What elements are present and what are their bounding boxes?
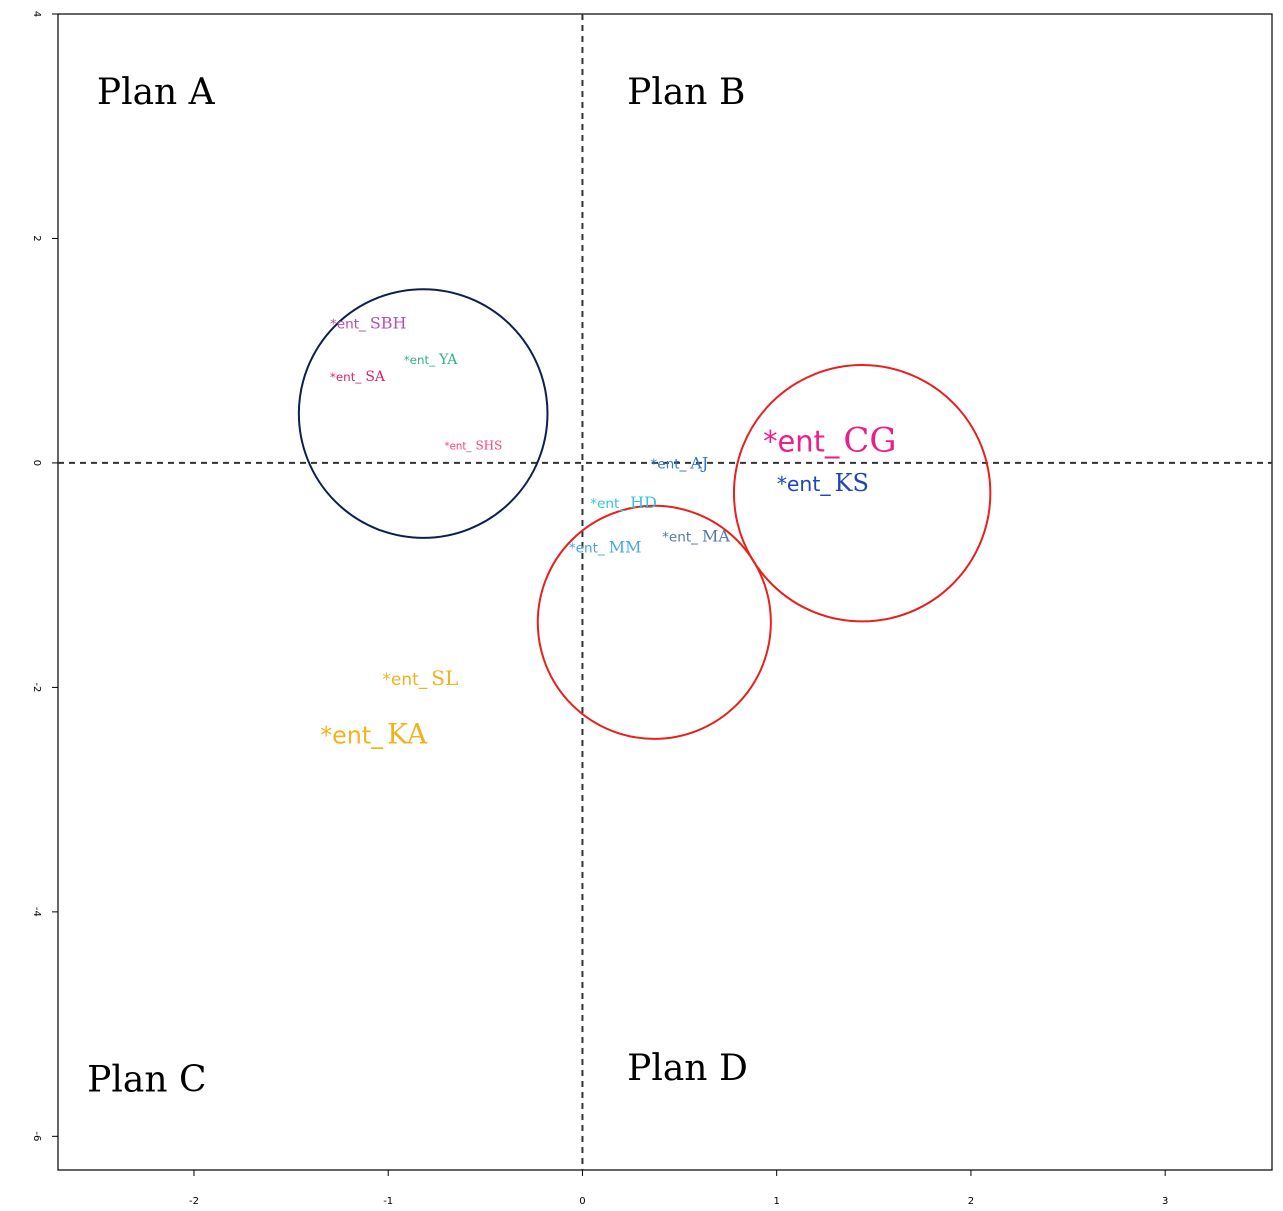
- point-code: YA: [438, 352, 458, 368]
- x-tick-label: -1: [383, 1196, 393, 1207]
- point-label-ka: *ent_ KA: [320, 718, 428, 751]
- reference-lines: [58, 14, 1272, 1170]
- cluster-circle-2: [732, 364, 992, 623]
- x-tick-label: 2: [968, 1196, 974, 1207]
- point-code: SHS: [475, 438, 502, 452]
- point-code: SL: [431, 666, 458, 690]
- cluster-circles: [297, 288, 992, 740]
- point-label-ks: *ent_ KS: [777, 469, 869, 497]
- y-tick-label: -2: [31, 682, 42, 692]
- point-label-ma: *ent_ MA: [662, 526, 730, 545]
- point-label-shs: *ent_ SHS: [445, 438, 503, 452]
- plot-frame: [57, 13, 1273, 1171]
- y-tick-label: -4: [31, 907, 42, 917]
- point-label-sa: *ent_ SA: [330, 369, 386, 385]
- point-prefix: *ent_: [662, 529, 698, 545]
- point-code: HD: [630, 493, 657, 512]
- quadrant-label-plan-c: Plan C: [87, 1059, 206, 1100]
- point-code: CG: [843, 421, 896, 461]
- point-prefix: *ent_: [320, 722, 384, 750]
- point-prefix: *ent_: [763, 425, 840, 459]
- point-prefix: *ent_: [569, 541, 605, 557]
- point-prefix: *ent_: [445, 441, 473, 452]
- point-prefix: *ent_: [382, 670, 427, 690]
- point-label-sl: *ent_ SL: [382, 666, 458, 690]
- point-code: KA: [387, 718, 428, 751]
- point-prefix: *ent_: [330, 370, 362, 384]
- x-tick-label: 1: [774, 1196, 780, 1207]
- point-prefix: *ent_: [777, 472, 832, 497]
- y-axis: 4 2 0 -2 -4 -6: [31, 11, 58, 1141]
- point-label-mm: *ent_ MM: [569, 538, 642, 557]
- cluster-circle-1: [297, 288, 549, 539]
- point-prefix: *ent_: [404, 353, 436, 367]
- point-code: SBH: [370, 313, 407, 332]
- point-code: MM: [609, 538, 642, 557]
- point-prefix: *ent_: [330, 316, 366, 332]
- y-tick-label: 4: [31, 11, 42, 17]
- point-code: AJ: [689, 454, 708, 473]
- point-prefix: *ent_: [650, 457, 686, 473]
- x-tick-label: 3: [1162, 1196, 1168, 1207]
- point-label-sbh: *ent_ SBH: [330, 313, 407, 332]
- point-labels: *ent_ SBH*ent_ YA*ent_ SA*ent_ SHS *ent_ CG*en…: [320, 313, 896, 750]
- y-tick-label: -6: [31, 1131, 42, 1141]
- point-code: SA: [365, 369, 386, 385]
- x-axis: -2 -1 0 1 2 3: [189, 1170, 1168, 1207]
- x-tick-label: -2: [189, 1196, 199, 1207]
- point-label-aj: *ent_ AJ: [650, 454, 708, 473]
- quadrant-label-plan-b: Plan B: [627, 72, 745, 113]
- x-tick-label: 0: [579, 1196, 585, 1207]
- point-label-hd: *ent_ HD: [590, 493, 657, 512]
- point-label-cg: *ent_ CG: [763, 421, 897, 461]
- y-tick-label: 0: [31, 460, 42, 466]
- point-code: KS: [835, 469, 869, 497]
- point-prefix: *ent_: [590, 496, 626, 512]
- y-tick-label: 2: [31, 235, 42, 241]
- quadrant-label-plan-d: Plan D: [627, 1048, 748, 1089]
- point-label-ya: *ent_ YA: [404, 352, 459, 368]
- point-code: MA: [702, 526, 730, 545]
- quadrant-labels: Plan A Plan B Plan C Plan D: [87, 72, 748, 1101]
- cluster-circle-3: [536, 504, 772, 740]
- quadrant-label-plan-a: Plan A: [97, 72, 216, 113]
